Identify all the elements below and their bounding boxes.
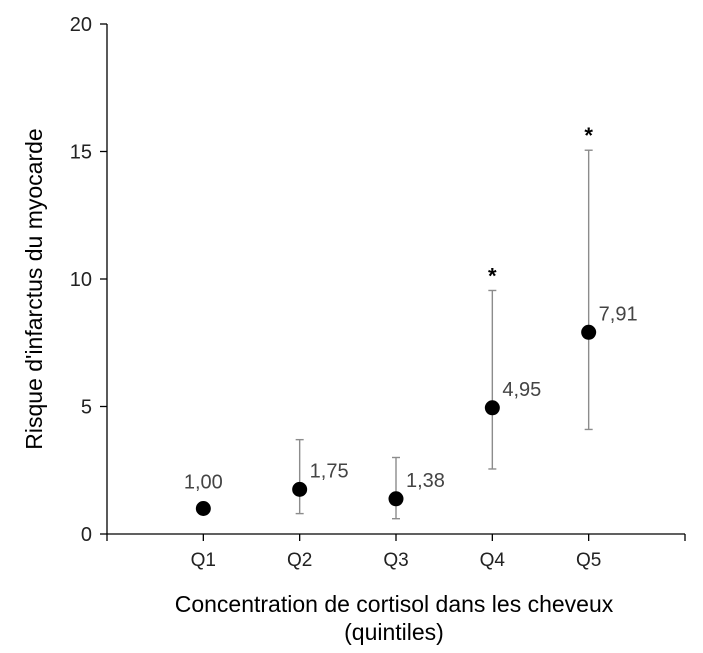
data-label: 7,91	[599, 303, 638, 325]
y-tick-label: 20	[70, 14, 92, 36]
data-point	[484, 400, 500, 416]
x-axis-ticks: Q1 Q2 Q3 Q4 Q5	[106, 534, 686, 571]
x-axis-label-line-2: (quintiles)	[344, 619, 444, 645]
data-label: 1,00	[184, 472, 223, 494]
x-tick-label: Q1	[191, 550, 216, 571]
y-axis-label: Risque d'infarctus du myocarde	[21, 128, 47, 449]
data-point	[581, 324, 597, 340]
x-tick-label: Q5	[576, 550, 601, 571]
significance-marker: *	[584, 123, 593, 148]
data-series: 1,00 1,75 1,38 * 4,95 * 7,91	[184, 123, 638, 520]
x-tick-label: Q4	[480, 550, 506, 571]
y-tick-label: 0	[81, 524, 92, 546]
data-point	[292, 481, 308, 497]
significance-marker: *	[488, 263, 497, 288]
x-tick-label: Q2	[287, 550, 312, 571]
data-label: 4,95	[502, 379, 541, 401]
plot-area: 0 5 10 15 20 Q1 Q2 Q3 Q4 Q5 1,00 1,75 1,38 * 4,95 * 7,…	[70, 14, 686, 571]
data-point	[388, 491, 404, 507]
y-axis-ticks: 0 5 10 15 20	[70, 14, 107, 546]
y-tick-label: 10	[70, 269, 92, 291]
y-tick-label: 5	[81, 397, 92, 419]
x-axis-label-line-1: Concentration de cortisol dans les cheve…	[175, 591, 614, 617]
data-label: 1,38	[406, 470, 445, 492]
y-tick-label: 15	[70, 142, 92, 164]
data-label: 1,75	[310, 460, 349, 482]
data-point	[195, 501, 211, 516]
x-tick-label: Q3	[383, 550, 408, 571]
